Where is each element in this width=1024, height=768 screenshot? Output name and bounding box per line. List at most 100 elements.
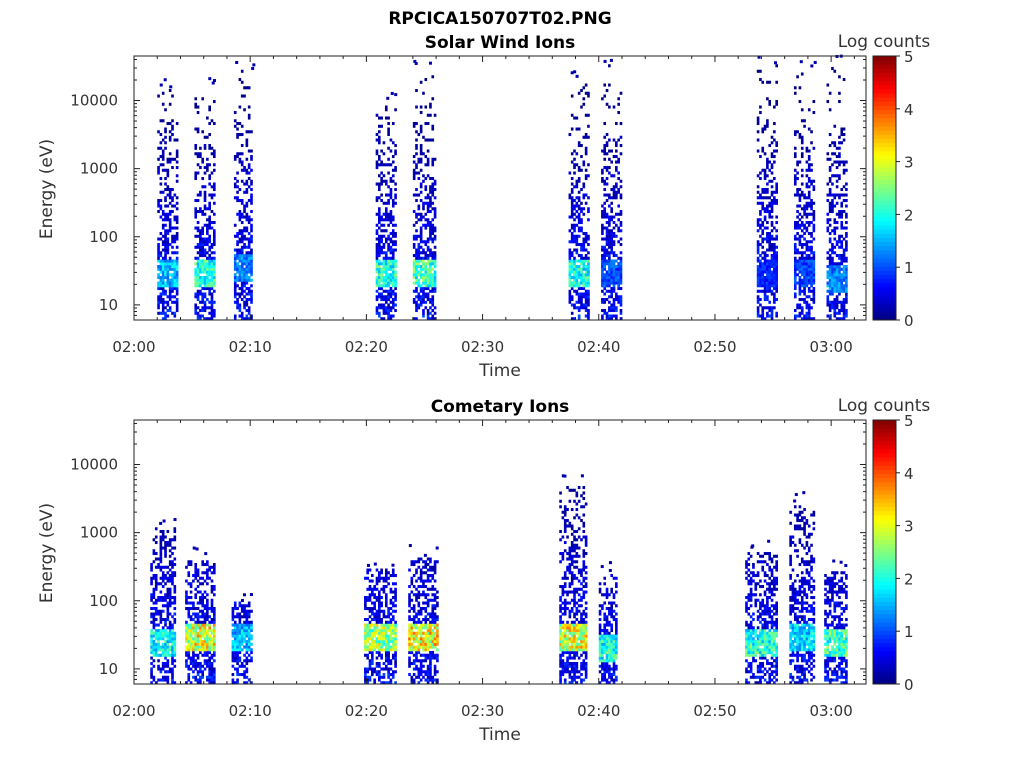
spectrogram-cell bbox=[171, 615, 174, 619]
spectrogram-cell bbox=[247, 612, 251, 616]
spectrogram-cell bbox=[247, 215, 251, 219]
spectrogram-cell bbox=[150, 642, 153, 646]
spectrogram-cell bbox=[608, 259, 611, 263]
spectrogram-cell bbox=[196, 314, 200, 318]
spectrogram-cell bbox=[584, 149, 588, 153]
spectrogram-cell bbox=[807, 177, 811, 181]
spectrogram-cell bbox=[835, 303, 839, 307]
spectrogram-cell bbox=[605, 311, 609, 315]
spectrogram-cell bbox=[615, 254, 618, 258]
spectrogram-cell bbox=[208, 637, 211, 641]
spectrogram-cell bbox=[189, 585, 193, 589]
spectrogram-cell bbox=[842, 259, 846, 263]
spectrogram-cell bbox=[206, 317, 209, 321]
spectrogram-cell bbox=[424, 648, 428, 652]
spectrogram-cell bbox=[584, 234, 588, 238]
spectrogram-cell bbox=[161, 634, 165, 638]
spectrogram-cell bbox=[161, 155, 165, 159]
spectrogram-cell bbox=[192, 601, 195, 605]
spectrogram-cell bbox=[826, 221, 830, 225]
spectrogram-cell bbox=[199, 276, 202, 280]
spectrogram-cell bbox=[582, 287, 586, 291]
spectrogram-cell bbox=[154, 609, 158, 613]
spectrogram-cell bbox=[570, 317, 574, 321]
spectrogram-cell bbox=[587, 94, 590, 98]
spectrogram-cell bbox=[240, 267, 244, 271]
spectrogram-cell bbox=[433, 256, 437, 260]
spectrogram-cell bbox=[389, 306, 393, 310]
spectrogram-cell bbox=[157, 284, 160, 288]
spectrogram-cell bbox=[422, 626, 425, 630]
spectrogram-cell bbox=[233, 278, 237, 282]
spectrogram-cell bbox=[243, 284, 246, 288]
spectrogram-cell bbox=[175, 207, 179, 211]
spectrogram-cell bbox=[412, 662, 416, 666]
spectrogram-cell bbox=[161, 667, 165, 671]
spectrogram-cell bbox=[240, 248, 244, 252]
spectrogram-cell bbox=[415, 659, 418, 663]
spectrogram-cell bbox=[424, 281, 428, 285]
spectrogram-cell bbox=[168, 190, 172, 194]
spectrogram-cell bbox=[415, 615, 418, 619]
spectrogram-cell bbox=[761, 190, 765, 194]
spectrogram-cell bbox=[189, 640, 193, 644]
spectrogram-cell bbox=[206, 267, 209, 271]
spectrogram-cell bbox=[419, 245, 423, 249]
spectrogram-cell bbox=[166, 251, 170, 255]
spectrogram-cell bbox=[422, 618, 425, 622]
spectrogram-cell bbox=[419, 284, 423, 288]
spectrogram-cell bbox=[570, 177, 574, 181]
spectrogram-cell bbox=[426, 667, 430, 671]
spectrogram-cell bbox=[164, 645, 167, 649]
spectrogram-cell bbox=[164, 251, 167, 255]
spectrogram-cell bbox=[770, 256, 774, 260]
spectrogram-cell bbox=[770, 265, 774, 269]
spectrogram-cell bbox=[159, 631, 163, 635]
spectrogram-cell bbox=[617, 229, 620, 233]
spectrogram-cell bbox=[208, 664, 211, 668]
spectrogram-cell bbox=[233, 659, 237, 663]
spectrogram-cell bbox=[773, 130, 776, 134]
spectrogram-cell bbox=[203, 626, 207, 630]
spectrogram-cell bbox=[410, 648, 414, 652]
spectrogram-cell bbox=[150, 596, 153, 600]
spectrogram-cell bbox=[408, 640, 411, 644]
spectrogram-cell bbox=[247, 298, 251, 302]
spectrogram-cell bbox=[380, 171, 383, 175]
spectrogram-cell bbox=[763, 207, 767, 211]
spectrogram-cells bbox=[157, 54, 848, 321]
spectrogram-cell bbox=[587, 314, 590, 318]
spectrogram-cell bbox=[166, 648, 170, 652]
spectrogram-cell bbox=[803, 281, 806, 285]
spectrogram-cell bbox=[810, 130, 813, 134]
spectrogram-cell bbox=[152, 607, 156, 611]
spectrogram-cell bbox=[208, 218, 211, 222]
spectrogram-cell bbox=[582, 276, 586, 280]
spectrogram-cell bbox=[770, 185, 774, 189]
spectrogram-cell bbox=[577, 295, 581, 299]
spectrogram-cell bbox=[793, 256, 797, 260]
spectrogram-cell bbox=[245, 300, 249, 304]
spectrogram-cell bbox=[568, 295, 572, 299]
spectrogram-cell bbox=[833, 193, 837, 197]
spectrogram-cell bbox=[761, 188, 765, 192]
spectrogram-cell bbox=[812, 218, 816, 222]
spectrogram-cell bbox=[798, 223, 802, 227]
spectrogram-cell bbox=[419, 157, 423, 161]
spectrogram-cell bbox=[208, 267, 211, 271]
spectrogram-cell bbox=[812, 188, 816, 192]
spectrogram-cell bbox=[826, 193, 830, 197]
spectrogram-cell bbox=[199, 237, 202, 241]
spectrogram-cell bbox=[838, 317, 841, 321]
colorbar-segment bbox=[873, 130, 896, 135]
spectrogram-cell bbox=[157, 557, 160, 561]
spectrogram-cell bbox=[770, 201, 774, 205]
spectrogram-cell bbox=[424, 223, 428, 227]
spectrogram-cell bbox=[159, 190, 163, 194]
spectrogram-cell bbox=[389, 179, 393, 183]
spectrogram-cell bbox=[766, 122, 769, 126]
spectrogram-cell bbox=[773, 122, 776, 126]
spectrogram-cell bbox=[243, 612, 246, 616]
spectrogram-cell bbox=[236, 179, 239, 183]
spectrogram-cell bbox=[245, 629, 249, 633]
